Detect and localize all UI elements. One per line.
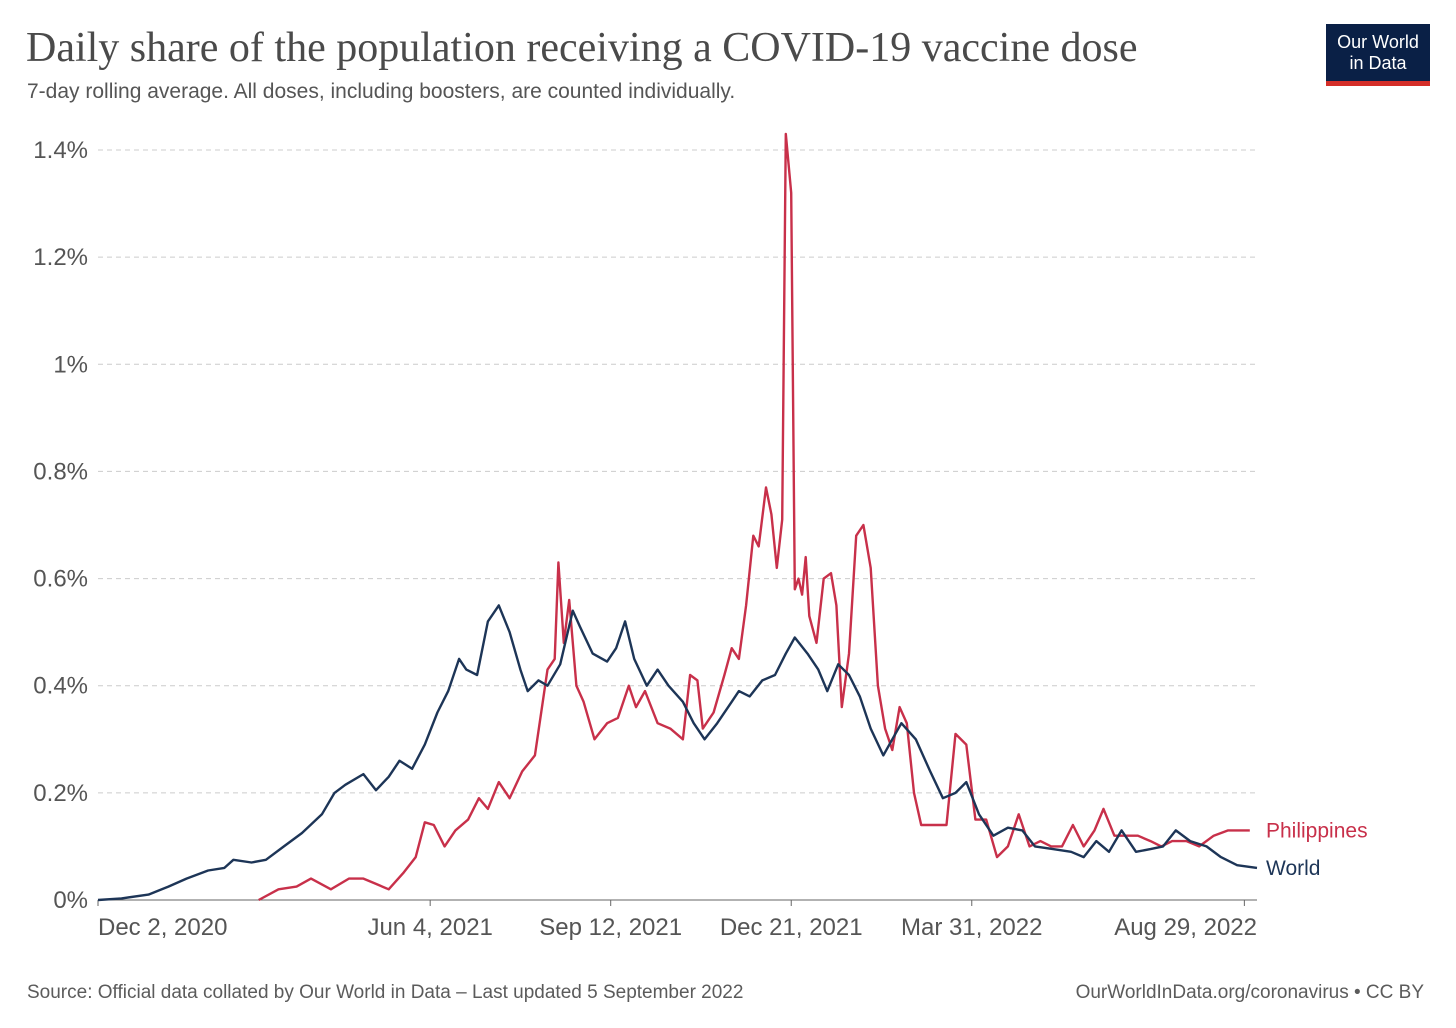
logo-line-1: Our World (1337, 32, 1419, 52)
axis-layer: 0% 0.2% 0.4% 0.6% 0.8% 1% 1.2% 1.4% Dec 2, 2020 J… (33, 137, 1257, 941)
world-series-label: World (1266, 857, 1320, 880)
y-tick-label: 0.6% (33, 566, 88, 593)
x-tick-label: Mar 31, 2022 (901, 914, 1042, 941)
x-tick-label: Dec 21, 2021 (720, 914, 863, 941)
grid-layer (98, 149, 1257, 794)
chart-title: Daily share of the population receiving … (26, 25, 1138, 71)
logo-line-2: in Data (1349, 53, 1407, 73)
x-tick-label: Jun 4, 2021 (367, 914, 492, 941)
x-tick-label: Sep 12, 2021 (539, 914, 682, 941)
philippines-series-line (258, 132, 1250, 902)
series-layer (97, 132, 1258, 902)
y-tick-label: 0.2% (33, 780, 88, 807)
y-tick-label: 0.4% (33, 673, 88, 700)
y-tick-label: 1.4% (33, 137, 88, 164)
license-link[interactable]: OurWorldInData.org/coronavirus • CC BY (1075, 982, 1424, 1003)
x-tick-label: Aug 29, 2022 (1114, 914, 1257, 941)
y-tick-label: 0.8% (33, 458, 88, 485)
world-series-line (97, 604, 1258, 902)
y-tick-label: 0% (53, 887, 88, 914)
y-tick-label: 1% (53, 351, 88, 378)
chart-subtitle: 7-day rolling average. All doses, includ… (27, 80, 736, 103)
philippines-series-label: Philippines (1266, 819, 1368, 842)
label-layer: Philippines World (1266, 819, 1368, 880)
x-tick-label: Dec 2, 2020 (98, 914, 227, 941)
y-tick-label: 1.2% (33, 244, 88, 271)
owid-logo[interactable]: Our World in Data (1326, 24, 1430, 86)
source-note: Source: Official data collated by Our Wo… (27, 982, 744, 1003)
